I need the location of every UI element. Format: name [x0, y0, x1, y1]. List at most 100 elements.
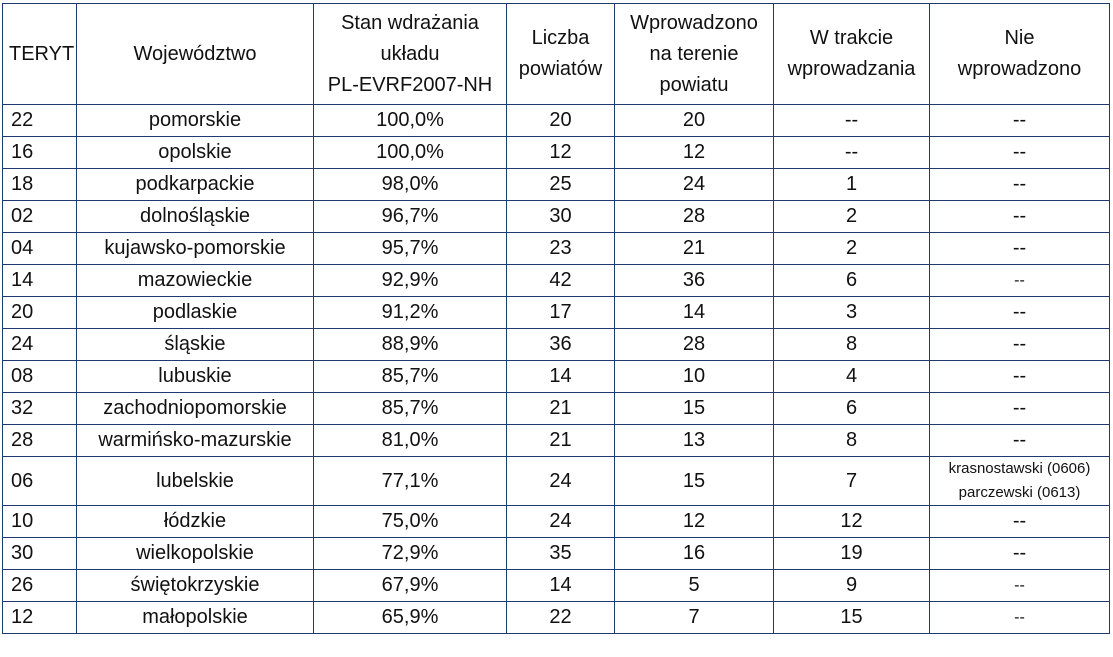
cell-wprowadzono: 12	[614, 136, 774, 169]
cell-w-trakcie: --	[773, 136, 930, 169]
cell-stan: 100,0%	[313, 136, 507, 169]
cell-nie: --	[929, 601, 1110, 634]
cell-nie: --	[929, 104, 1110, 137]
cell-wprowadzono: 20	[614, 104, 774, 137]
cell-liczba: 30	[506, 200, 615, 233]
cell-liczba: 23	[506, 232, 615, 265]
cell-w-trakcie: 8	[773, 328, 930, 361]
cell-w-trakcie: --	[773, 104, 930, 137]
cell-wprowadzono: 21	[614, 232, 774, 265]
cell-liczba: 14	[506, 569, 615, 602]
cell-liczba: 12	[506, 136, 615, 169]
cell-name: wielkopolskie	[76, 537, 314, 570]
cell-stan: 100,0%	[313, 104, 507, 137]
cell-teryt: 24	[2, 328, 77, 361]
cell-liczba: 35	[506, 537, 615, 570]
cell-teryt: 30	[2, 537, 77, 570]
table-row: 02 dolnośląskie 96,7% 30 28 2 --	[2, 200, 1110, 233]
cell-stan: 85,7%	[313, 392, 507, 425]
cell-liczba: 17	[506, 296, 615, 329]
table-row: 26 świętokrzyskie 67,9% 14 5 9 --	[2, 569, 1110, 602]
cell-liczba: 22	[506, 601, 615, 634]
note-line: parczewski (0613)	[958, 484, 1081, 501]
cell-nie: --	[929, 537, 1110, 570]
cell-wprowadzono: 28	[614, 328, 774, 361]
cell-teryt: 26	[2, 569, 77, 602]
table-row: 14 mazowieckie 92,9% 42 36 6 --	[2, 264, 1110, 297]
table-row: 04 kujawsko-pomorskie 95,7% 23 21 2 --	[2, 232, 1110, 265]
cell-wprowadzono: 28	[614, 200, 774, 233]
cell-wprowadzono: 36	[614, 264, 774, 297]
cell-name: łódzkie	[76, 505, 314, 538]
cell-stan: 96,7%	[313, 200, 507, 233]
table-row: 18 podkarpackie 98,0% 25 24 1 --	[2, 168, 1110, 201]
cell-name: podkarpackie	[76, 168, 314, 201]
cell-nie: --	[929, 264, 1110, 297]
cell-teryt: 14	[2, 264, 77, 297]
cell-nie: --	[929, 232, 1110, 265]
cell-w-trakcie: 3	[773, 296, 930, 329]
table-row: 24 śląskie 88,9% 36 28 8 --	[2, 328, 1110, 361]
note-line: krasnostawski (0606)	[948, 460, 1091, 477]
cell-name: warmińsko-mazurskie	[76, 424, 314, 457]
cell-stan: 92,9%	[313, 264, 507, 297]
cell-wprowadzono: 16	[614, 537, 774, 570]
cell-name: świętokrzyskie	[76, 569, 314, 602]
cell-teryt: 04	[2, 232, 77, 265]
table-row: 12 małopolskie 65,9% 22 7 15 --	[2, 601, 1110, 634]
cell-stan: 98,0%	[313, 168, 507, 201]
header-teryt: TERYT	[2, 3, 77, 105]
cell-nie: --	[929, 360, 1110, 393]
cell-liczba: 24	[506, 456, 615, 506]
cell-stan: 77,1%	[313, 456, 507, 506]
cell-wprowadzono: 7	[614, 601, 774, 634]
cell-nie: --	[929, 136, 1110, 169]
cell-nie: --	[929, 200, 1110, 233]
cell-w-trakcie: 19	[773, 537, 930, 570]
cell-w-trakcie: 4	[773, 360, 930, 393]
cell-name: podlaskie	[76, 296, 314, 329]
cell-w-trakcie: 7	[773, 456, 930, 506]
cell-stan: 95,7%	[313, 232, 507, 265]
cell-stan: 88,9%	[313, 328, 507, 361]
cell-name: dolnośląskie	[76, 200, 314, 233]
cell-stan: 75,0%	[313, 505, 507, 538]
cell-w-trakcie: 2	[773, 232, 930, 265]
table-row: 20 podlaskie 91,2% 17 14 3 --	[2, 296, 1110, 329]
cell-teryt: 06	[2, 456, 77, 506]
cell-teryt: 18	[2, 168, 77, 201]
cell-nie: --	[929, 424, 1110, 457]
cell-teryt: 08	[2, 360, 77, 393]
cell-liczba: 25	[506, 168, 615, 201]
cell-wprowadzono: 15	[614, 456, 774, 506]
cell-nie: --	[929, 168, 1110, 201]
cell-name: lubuskie	[76, 360, 314, 393]
cell-wprowadzono: 5	[614, 569, 774, 602]
cell-w-trakcie: 15	[773, 601, 930, 634]
cell-w-trakcie: 6	[773, 264, 930, 297]
cell-w-trakcie: 8	[773, 424, 930, 457]
cell-teryt: 10	[2, 505, 77, 538]
cell-wprowadzono: 10	[614, 360, 774, 393]
cell-name: małopolskie	[76, 601, 314, 634]
cell-liczba: 24	[506, 505, 615, 538]
cell-nie: --	[929, 296, 1110, 329]
cell-teryt: 22	[2, 104, 77, 137]
cell-teryt: 20	[2, 296, 77, 329]
cell-w-trakcie: 12	[773, 505, 930, 538]
header-stan: Stan wdrażania układu PL-EVRF2007-NH	[313, 3, 507, 105]
cell-wprowadzono: 24	[614, 168, 774, 201]
cell-stan: 65,9%	[313, 601, 507, 634]
cell-stan: 85,7%	[313, 360, 507, 393]
table-row: 16 opolskie 100,0% 12 12 -- --	[2, 136, 1110, 169]
cell-liczba: 21	[506, 392, 615, 425]
cell-name: śląskie	[76, 328, 314, 361]
cell-teryt: 16	[2, 136, 77, 169]
header-row: TERYT Województwo Stan wdrażania układu PL…	[2, 3, 1110, 105]
cell-name: opolskie	[76, 136, 314, 169]
cell-wprowadzono: 15	[614, 392, 774, 425]
cell-name: lubelskie	[76, 456, 314, 506]
cell-name: pomorskie	[76, 104, 314, 137]
header-nie-wprowadzono: Nie wprowadzono	[929, 3, 1110, 105]
cell-w-trakcie: 2	[773, 200, 930, 233]
